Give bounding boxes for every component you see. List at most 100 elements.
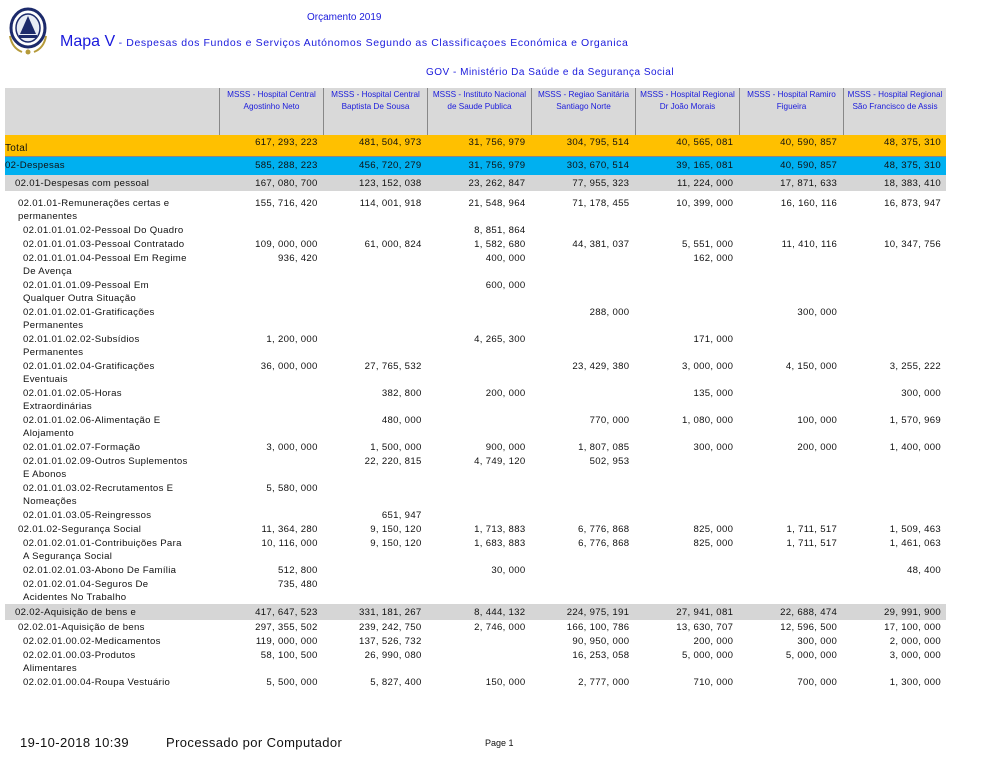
row-value: 481, 504, 973 xyxy=(358,137,422,148)
row-label: 02.01.01.01.03-Pessoal Contratado xyxy=(23,239,185,250)
row-value: 166, 100, 786 xyxy=(566,622,630,633)
column-header: MSSS - Hospital Central Baptista De Sous… xyxy=(323,88,427,135)
row-value: 31, 756, 979 xyxy=(468,137,526,148)
ministry-label: GOV - Ministério Da Saúde e da Segurança… xyxy=(426,67,675,78)
map-title: - Despesas dos Fundos e Serviços Autónom… xyxy=(115,37,629,49)
row-value: 710, 000 xyxy=(693,677,734,688)
table-row: 02.01.01.02.01-Gratificações Permanentes… xyxy=(5,305,946,332)
table-row: 02.01.01.02.02-Subsídios Permanentes 1, 2… xyxy=(5,332,946,359)
column-header: MSSS - Hospital Regional Dr João Morais xyxy=(635,88,739,135)
row-value: 11, 410, 116 xyxy=(781,239,838,250)
row-value: 11, 364, 280 xyxy=(261,524,318,535)
row-value: 109, 000, 000 xyxy=(255,239,318,250)
row-value: 123, 152, 038 xyxy=(358,178,422,189)
row-value: 1, 200, 000 xyxy=(266,334,318,345)
row-value: 1, 570, 969 xyxy=(889,415,942,426)
table-row: 02.01.02-Segurança Social 11, 364, 280 9, … xyxy=(5,522,946,536)
row-label: 02.02.01.00.04-Roupa Vestuário xyxy=(23,677,171,688)
row-label: 02.02.01.00.03-Produtos Alimentares xyxy=(23,650,136,674)
map-label: Mapa V xyxy=(60,33,116,50)
row-value: 162, 000 xyxy=(693,253,734,264)
row-label: 02.02.01-Aquisição de bens xyxy=(18,622,145,633)
row-value: 825, 000 xyxy=(693,524,734,535)
row-value: 1, 461, 063 xyxy=(889,538,942,549)
row-value: 5, 000, 000 xyxy=(785,650,838,661)
row-value: 224, 975, 191 xyxy=(566,607,630,618)
row-value: 5, 580, 000 xyxy=(266,483,318,494)
table-row: 02.02.01.00.04-Roupa Vestuário 5, 500, 00… xyxy=(5,675,946,689)
row-value: 135, 000 xyxy=(693,388,734,399)
group-row: 02.01-Despesas com pessoal 167, 080, 700 1… xyxy=(5,175,946,191)
row-value: 12, 596, 500 xyxy=(780,622,838,633)
table-row: 02.01.01.01.03-Pessoal Contratado 109, 00… xyxy=(5,237,946,251)
table-row: 02.01.01.03.05-Reingressos 651, 947 xyxy=(5,508,946,522)
row-value: 40, 590, 857 xyxy=(780,160,838,171)
row-value: 48, 400 xyxy=(906,565,942,576)
row-value: 735, 480 xyxy=(277,579,318,590)
row-value: 297, 355, 502 xyxy=(255,622,318,633)
row-value: 651, 947 xyxy=(381,510,422,521)
row-value: 1, 711, 517 xyxy=(786,524,838,535)
column-header: MSSS - Hospital Regional São Francisco d… xyxy=(843,88,946,135)
table-header: MSSS - Hospital Central Agostinho Neto MS… xyxy=(5,88,946,136)
row-value: 288, 000 xyxy=(589,307,630,318)
footer-processed: Processado por Computador xyxy=(166,735,343,750)
budget-table: Total 617, 293, 223 481, 504, 973 31, 756, … xyxy=(5,135,946,689)
row-value: 16, 253, 058 xyxy=(572,650,630,661)
row-value: 11, 224, 000 xyxy=(676,178,734,189)
row-value: 71, 178, 455 xyxy=(572,198,630,209)
footer-datetime: 19-10-2018 10:39 xyxy=(20,735,130,750)
row-value: 10, 347, 756 xyxy=(884,239,942,250)
budget-year-subtitle: Orçamento 2019 xyxy=(307,12,382,23)
column-header: MSSS - Hospital Ramiro Figueira xyxy=(739,88,843,135)
row-value: 21, 548, 964 xyxy=(468,198,526,209)
table-row: 02.02.01.00.02-Medicamentos 119, 000, 000… xyxy=(5,634,946,648)
row-value: 4, 749, 120 xyxy=(474,456,526,467)
row-value: 137, 526, 732 xyxy=(359,636,422,647)
row-value: 23, 262, 847 xyxy=(468,178,526,189)
row-value: 200, 000 xyxy=(485,388,526,399)
group-row: 02-Despesas 585, 288, 223 456, 720, 279 31,… xyxy=(5,157,946,175)
page-title: Mapa V - Despesas dos Fundos e Serviços … xyxy=(60,33,628,51)
group-row: 02.02-Aquisição de bens e 417, 647, 523 33… xyxy=(5,604,946,620)
row-value: 900, 000 xyxy=(485,442,526,453)
table-row: 02.01.02.01.01-Contribuições Para A Segu… xyxy=(5,536,946,563)
row-value: 171, 000 xyxy=(693,334,734,345)
row-value: 100, 000 xyxy=(797,415,838,426)
row-value: 26, 990, 080 xyxy=(364,650,422,661)
row-value: 27, 941, 081 xyxy=(676,607,734,618)
row-value: 303, 670, 514 xyxy=(566,160,630,171)
row-value: 10, 399, 000 xyxy=(676,198,734,209)
row-label: 02.01.01.02.09-Outros Suplementos E Abon… xyxy=(23,456,188,480)
row-value: 22, 688, 474 xyxy=(780,607,838,618)
row-value: 3, 000, 000 xyxy=(266,442,318,453)
total-row: Total 617, 293, 223 481, 504, 973 31, 756, … xyxy=(5,135,946,157)
row-value: 16, 160, 116 xyxy=(780,198,838,209)
row-value: 480, 000 xyxy=(381,415,422,426)
table-row: 02.01.01.01.04-Pessoal Em Regime De Aven… xyxy=(5,251,946,278)
row-value: 167, 080, 700 xyxy=(255,178,318,189)
row-value: 29, 991, 900 xyxy=(884,607,941,618)
row-value: 585, 288, 223 xyxy=(255,160,318,171)
row-value: 77, 955, 323 xyxy=(572,178,630,189)
row-value: 44, 381, 037 xyxy=(572,239,630,250)
table-row: 02.02.01.00.03-Produtos Alimentares 58, 1… xyxy=(5,648,946,675)
row-value: 200, 000 xyxy=(693,636,734,647)
row-label: 02.01.01.02.01-Gratificações Permanentes xyxy=(23,307,155,331)
row-value: 1, 683, 883 xyxy=(474,538,526,549)
table-row: 02.01.01.02.07-Formação 3, 000, 000 1, 500… xyxy=(5,440,946,454)
row-value: 90, 950, 000 xyxy=(572,636,630,647)
row-value: 1, 711, 517 xyxy=(786,538,838,549)
row-value: 300, 000 xyxy=(901,388,942,399)
row-value: 5, 000, 000 xyxy=(681,650,734,661)
row-value: 13, 630, 707 xyxy=(676,622,734,633)
row-value: 150, 000 xyxy=(485,677,526,688)
row-value: 3, 000, 000 xyxy=(889,650,942,661)
column-header: MSSS - Instituto Nacional de Saude Publi… xyxy=(427,88,531,135)
row-value: 1, 300, 000 xyxy=(889,677,942,688)
row-value: 16, 873, 947 xyxy=(884,198,942,209)
row-value: 10, 116, 000 xyxy=(261,538,318,549)
row-value: 825, 000 xyxy=(693,538,734,549)
row-value: 8, 851, 864 xyxy=(474,225,526,236)
row-label: 02.01.02.01.03-Abono De Família xyxy=(23,565,177,576)
